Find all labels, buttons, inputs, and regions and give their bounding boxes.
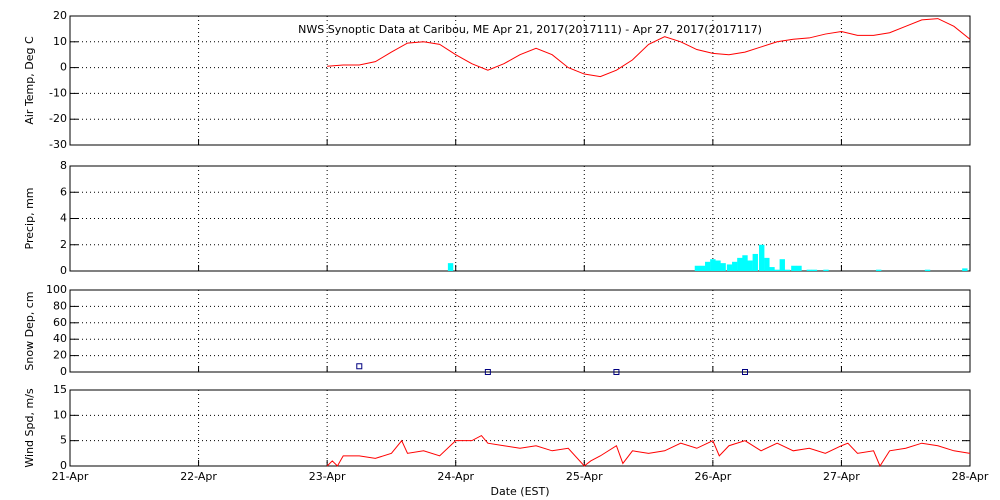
bar	[764, 257, 770, 271]
y-tick-label: 0	[60, 365, 67, 378]
bar	[694, 265, 701, 271]
bar	[705, 261, 711, 271]
y-tick-label: 15	[53, 383, 67, 396]
x-tick-label: 26-Apr	[694, 470, 731, 483]
point	[613, 369, 620, 375]
y-tick-label: 6	[60, 185, 67, 198]
bar	[774, 269, 780, 271]
y-tick-label: 40	[53, 332, 67, 345]
bar	[806, 269, 812, 271]
bar	[715, 260, 721, 271]
data-line	[327, 18, 971, 78]
x-tick-label: 27-Apr	[823, 470, 860, 483]
bar	[924, 269, 931, 271]
y-tick-label: 80	[53, 299, 67, 312]
point	[356, 363, 363, 370]
y-tick-label: -30	[49, 138, 67, 151]
y-tick-label: 0	[60, 61, 67, 74]
x-tick-label: 24-Apr	[437, 470, 474, 483]
y-tick-label: 5	[60, 434, 67, 447]
chart-title: NWS Synoptic Data at Caribou, ME Apr 21,…	[298, 23, 762, 36]
y-tick-label: 0	[60, 459, 67, 472]
y-tick-label: 10	[53, 408, 67, 421]
bar	[962, 268, 968, 271]
y-tick-label: 100	[46, 283, 67, 296]
y-tick-label: 0	[60, 264, 67, 277]
y-tick-label: 20	[53, 9, 67, 22]
x-tick-label: 28-Apr	[952, 470, 989, 483]
x-axis-label: Date (EST)	[490, 485, 549, 498]
y-tick-label: 2	[60, 238, 67, 251]
bar	[752, 253, 758, 271]
y-axis-label: Precip, mm	[23, 188, 36, 250]
bar	[769, 267, 775, 271]
bar	[779, 259, 785, 271]
y-tick-label: 10	[53, 35, 67, 48]
y-tick-label: 20	[53, 349, 67, 362]
bar	[726, 264, 733, 271]
y-axis-label: Air Temp, Deg C	[23, 36, 36, 125]
y-tick-label: 4	[60, 212, 67, 225]
bar	[737, 257, 743, 271]
bar	[747, 260, 753, 271]
bar	[791, 265, 797, 271]
bar	[699, 265, 706, 271]
y-tick-label: 60	[53, 316, 67, 329]
bar	[823, 269, 829, 271]
data-line	[326, 434, 971, 468]
y-tick-label: -10	[49, 86, 67, 99]
bar	[759, 244, 765, 271]
bar	[811, 269, 818, 271]
x-tick-label: 25-Apr	[566, 470, 603, 483]
y-tick-label: 8	[60, 159, 67, 172]
y-axis-label: Snow Dep, cm	[23, 291, 36, 370]
point	[484, 369, 491, 375]
plot-frame	[69, 15, 971, 146]
bar	[447, 263, 454, 271]
y-axis-label: Wind Spd, m/s	[23, 388, 36, 468]
x-tick-label: 21-Apr	[52, 470, 89, 483]
bar	[710, 259, 716, 271]
plot-frame	[69, 389, 971, 467]
bar	[784, 269, 791, 271]
point	[742, 369, 748, 375]
bar	[796, 265, 802, 271]
y-tick-label: -20	[49, 112, 67, 125]
plot-frame	[69, 289, 971, 373]
x-tick-label: 22-Apr	[180, 470, 217, 483]
bar	[876, 269, 882, 271]
x-tick-label: 23-Apr	[309, 470, 346, 483]
bar	[732, 261, 738, 271]
bar	[742, 255, 748, 271]
bar	[720, 263, 726, 271]
